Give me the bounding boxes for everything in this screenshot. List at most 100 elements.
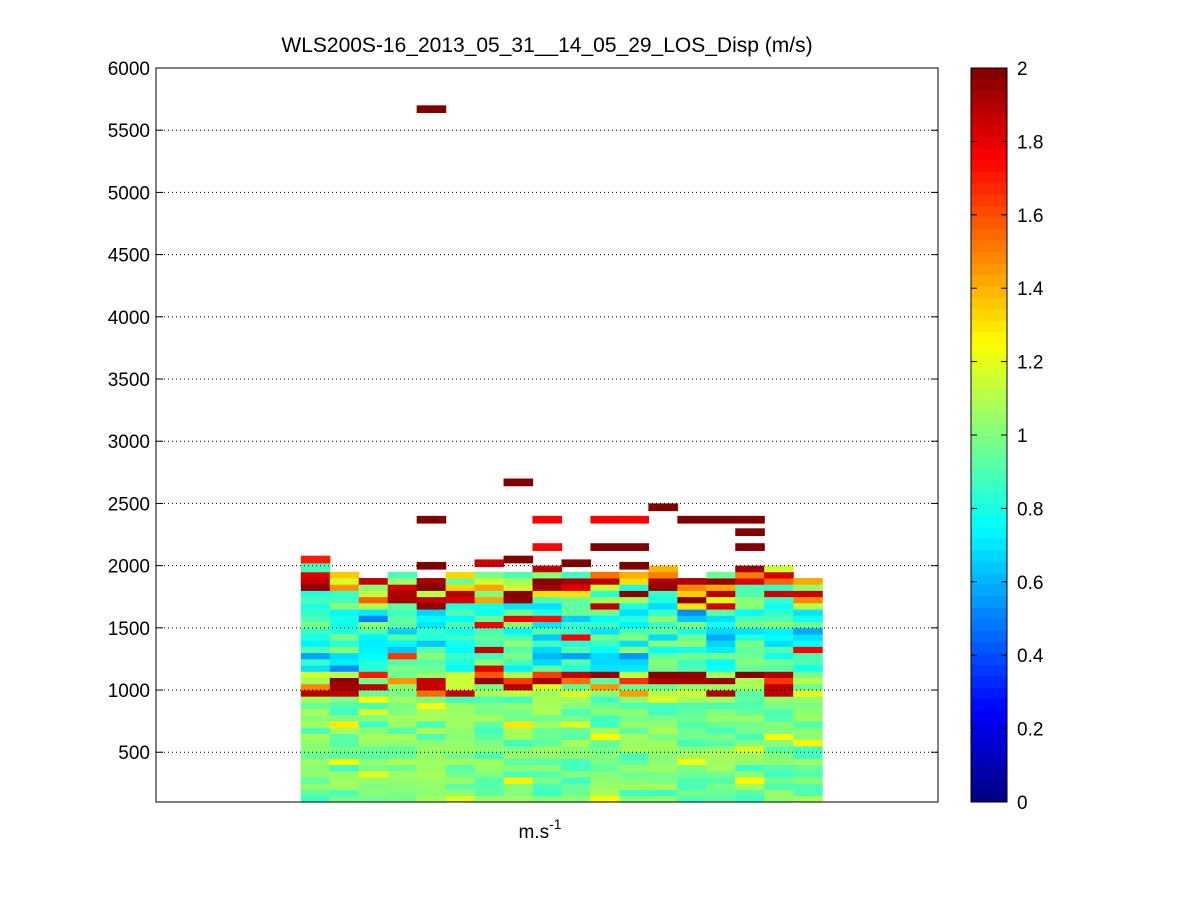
heatmap-cell <box>329 714 360 722</box>
heatmap-outlier-cell <box>735 543 765 551</box>
heatmap-cell <box>619 739 649 747</box>
heatmap-cell <box>474 708 505 716</box>
heatmap-cell <box>590 584 620 591</box>
heatmap-cell <box>329 584 360 591</box>
heatmap-outlier-cell <box>503 478 534 487</box>
heatmap-cell <box>590 652 620 660</box>
heatmap-cell <box>648 739 678 747</box>
heatmap-cell <box>793 727 823 734</box>
heatmap-cell <box>329 696 360 703</box>
heatmap-cell <box>561 696 592 703</box>
heatmap-cell <box>619 634 649 641</box>
heatmap-cell <box>474 665 505 672</box>
heatmap-cell <box>503 646 534 654</box>
heatmap-cell <box>561 733 592 741</box>
heatmap-cell <box>764 634 794 641</box>
colorbar-tick-label: 1 <box>1017 426 1028 447</box>
heatmap-cell <box>735 658 765 666</box>
heatmap-cell <box>706 584 736 591</box>
heatmap-cell <box>358 770 389 778</box>
heatmap-cell <box>706 609 736 616</box>
heatmap-cell <box>648 783 678 790</box>
heatmap-cell <box>445 590 476 598</box>
heatmap-cell <box>445 795 476 802</box>
heatmap-cell <box>619 640 649 647</box>
y-tick-label: 1000 <box>108 681 150 702</box>
heatmap-cell <box>503 596 534 604</box>
heatmap-cell <box>503 584 534 591</box>
heatmap-cell <box>735 571 765 579</box>
heatmap-cell <box>387 690 418 697</box>
heatmap-cell <box>387 758 418 766</box>
heatmap-cell <box>648 640 678 647</box>
heatmap-cell <box>793 615 823 623</box>
heatmap-cell <box>358 590 389 598</box>
heatmap-cell <box>561 658 592 666</box>
heatmap-cell <box>706 683 736 691</box>
heatmap-cell <box>619 758 649 766</box>
heatmap-cell <box>764 621 794 629</box>
heatmap-cell <box>648 789 678 797</box>
heatmap-cell <box>764 696 794 703</box>
heatmap-cell <box>532 658 563 666</box>
heatmap-cell <box>474 627 505 635</box>
heatmap-cell <box>503 571 534 579</box>
heatmap-cell <box>619 777 649 784</box>
heatmap-cell <box>503 752 534 759</box>
heatmap-cell <box>764 590 794 598</box>
heatmap-cell <box>648 634 678 641</box>
colorbar-band <box>971 756 1007 769</box>
heatmap-cells <box>300 105 823 802</box>
heatmap-cell <box>532 702 563 710</box>
y-tick-label: 5500 <box>108 121 150 142</box>
heatmap-cell <box>677 752 707 759</box>
heatmap-cell <box>561 621 592 629</box>
colorbar-band <box>971 205 1007 218</box>
heatmap-cell <box>793 671 823 678</box>
heatmap-cell <box>677 690 707 697</box>
heatmap-cell <box>561 739 592 747</box>
heatmap-cell <box>561 690 592 697</box>
heatmap-cell <box>416 777 447 784</box>
heatmap-cell <box>706 634 736 641</box>
heatmap-cell <box>619 714 649 722</box>
heatmap-cell <box>648 708 678 716</box>
heatmap-cell <box>329 752 360 759</box>
colorbar-band <box>971 68 1007 80</box>
heatmap-cell <box>735 621 765 629</box>
heatmap-cell <box>358 758 389 766</box>
heatmap-cell <box>445 646 476 654</box>
heatmap-cell <box>706 690 736 697</box>
heatmap-cell <box>706 783 736 790</box>
heatmap-cell <box>358 752 389 759</box>
heatmap-cell <box>648 615 678 623</box>
heatmap-cell <box>677 671 707 678</box>
heatmap-cell <box>706 752 736 759</box>
heatmap-cell <box>648 683 678 691</box>
heatmap-cell <box>532 665 563 672</box>
heatmap-cell <box>764 671 794 678</box>
heatmap-cell <box>735 627 765 635</box>
heatmap-cell <box>648 727 678 734</box>
heatmap-cell <box>387 727 418 734</box>
heatmap-cell <box>445 652 476 660</box>
heatmap-outlier-cell <box>735 528 765 537</box>
heatmap-cell <box>503 671 534 678</box>
heatmap-cell <box>561 783 592 790</box>
heatmap-cell <box>619 584 649 591</box>
heatmap-cell <box>532 671 563 678</box>
heatmap-cell <box>300 621 331 629</box>
heatmap-cell <box>764 609 794 616</box>
heatmap-cell <box>764 721 794 728</box>
heatmap-cell <box>793 770 823 778</box>
heatmap-cell <box>387 584 418 591</box>
heatmap-cell <box>590 770 620 778</box>
heatmap-cell <box>793 677 823 685</box>
heatmap-cell <box>474 609 505 616</box>
heatmap-cell <box>677 658 707 666</box>
heatmap-cell <box>648 702 678 710</box>
heatmap-cell <box>503 721 534 728</box>
heatmap-cell <box>677 714 707 722</box>
heatmap-cell <box>561 584 592 591</box>
heatmap-cell <box>503 789 534 797</box>
